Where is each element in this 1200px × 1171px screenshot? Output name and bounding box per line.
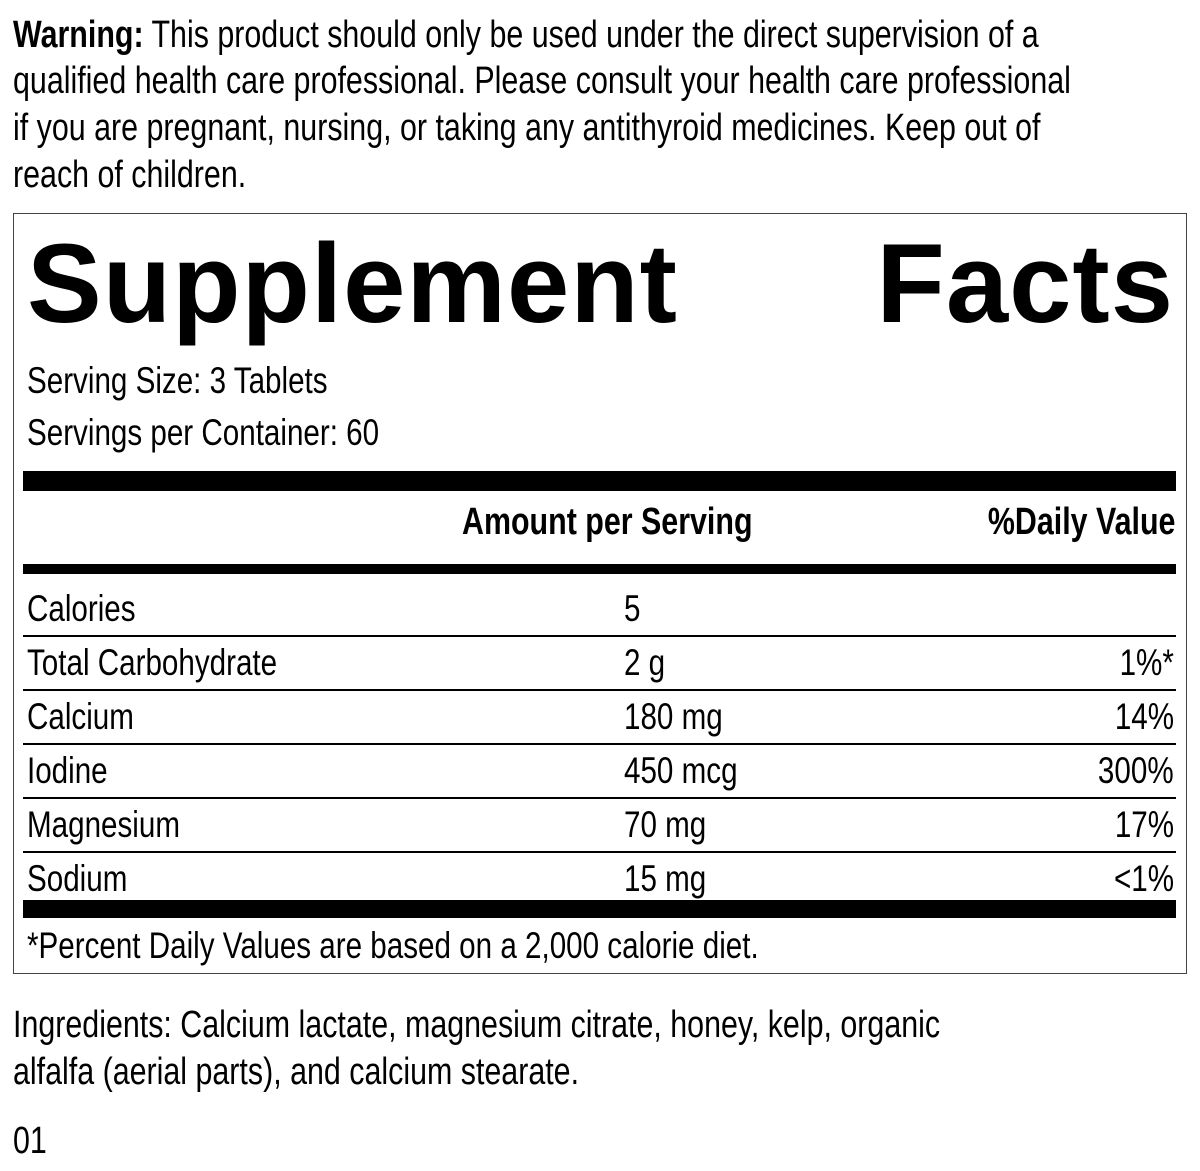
nutrient-amount: 180 mg xyxy=(624,696,723,737)
nutrient-name: Iodine xyxy=(27,750,108,791)
nutrient-daily-value: 14% xyxy=(1114,696,1174,737)
header-amount: Amount per Serving xyxy=(462,501,753,543)
row-divider xyxy=(23,689,1176,691)
footnote: *Percent Daily Values are based on a 2,0… xyxy=(27,925,759,966)
nutrient-name: Calcium xyxy=(27,696,134,737)
thick-divider xyxy=(23,471,1176,491)
nutrient-name: Sodium xyxy=(27,858,128,899)
nutrient-name: Total Carbohydrate xyxy=(27,642,278,683)
row-divider xyxy=(23,635,1176,637)
nutrient-amount: 15 mg xyxy=(624,858,707,899)
medium-divider xyxy=(23,564,1176,574)
row-divider xyxy=(23,851,1176,853)
warning-line-3: if you are pregnant, nursing, or taking … xyxy=(13,107,1041,149)
nutrient-daily-value: <1% xyxy=(1113,858,1174,899)
nutrient-amount: 5 xyxy=(624,588,641,629)
thick-divider-bottom xyxy=(23,900,1176,918)
ingredients-line-1: Ingredients: Calcium lactate, magnesium … xyxy=(13,1004,941,1046)
header-daily-value: %Daily Value xyxy=(987,501,1175,543)
nutrient-amount: 2 g xyxy=(624,642,666,683)
nutrient-name: Magnesium xyxy=(27,804,181,845)
warning-label: Warning: xyxy=(13,14,144,56)
supplement-facts-box xyxy=(13,213,1187,974)
product-code: 01 xyxy=(13,1120,47,1162)
row-divider xyxy=(23,797,1176,799)
nutrient-daily-value: 300% xyxy=(1098,750,1174,791)
nutrient-amount: 70 mg xyxy=(624,804,707,845)
warning-text: This product should only be used under t… xyxy=(143,14,1039,56)
nutrient-daily-value: 17% xyxy=(1114,804,1174,845)
nutrient-name: Calories xyxy=(27,588,136,629)
serving-size: Serving Size: 3 Tablets xyxy=(27,360,328,401)
nutrient-daily-value: 1%* xyxy=(1119,642,1174,683)
warning-line-4: reach of children. xyxy=(13,154,247,196)
warning-line-2: qualified health care professional. Plea… xyxy=(13,60,1071,102)
facts-title-left: Supplement xyxy=(27,221,678,346)
warning-line-1: Warning: This product should only be use… xyxy=(13,16,1039,54)
ingredients-line-2: alfalfa (aerial parts), and calcium stea… xyxy=(13,1051,580,1093)
nutrient-amount: 450 mcg xyxy=(624,750,738,791)
row-divider xyxy=(23,743,1176,745)
servings-per-container: Servings per Container: 60 xyxy=(27,412,380,453)
facts-title-right: Facts xyxy=(876,221,1174,346)
